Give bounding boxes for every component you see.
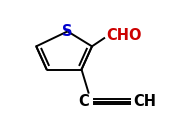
- Text: CH: CH: [133, 94, 156, 109]
- Text: S: S: [62, 24, 73, 39]
- Text: C: C: [79, 94, 89, 109]
- Text: CHO: CHO: [106, 28, 141, 43]
